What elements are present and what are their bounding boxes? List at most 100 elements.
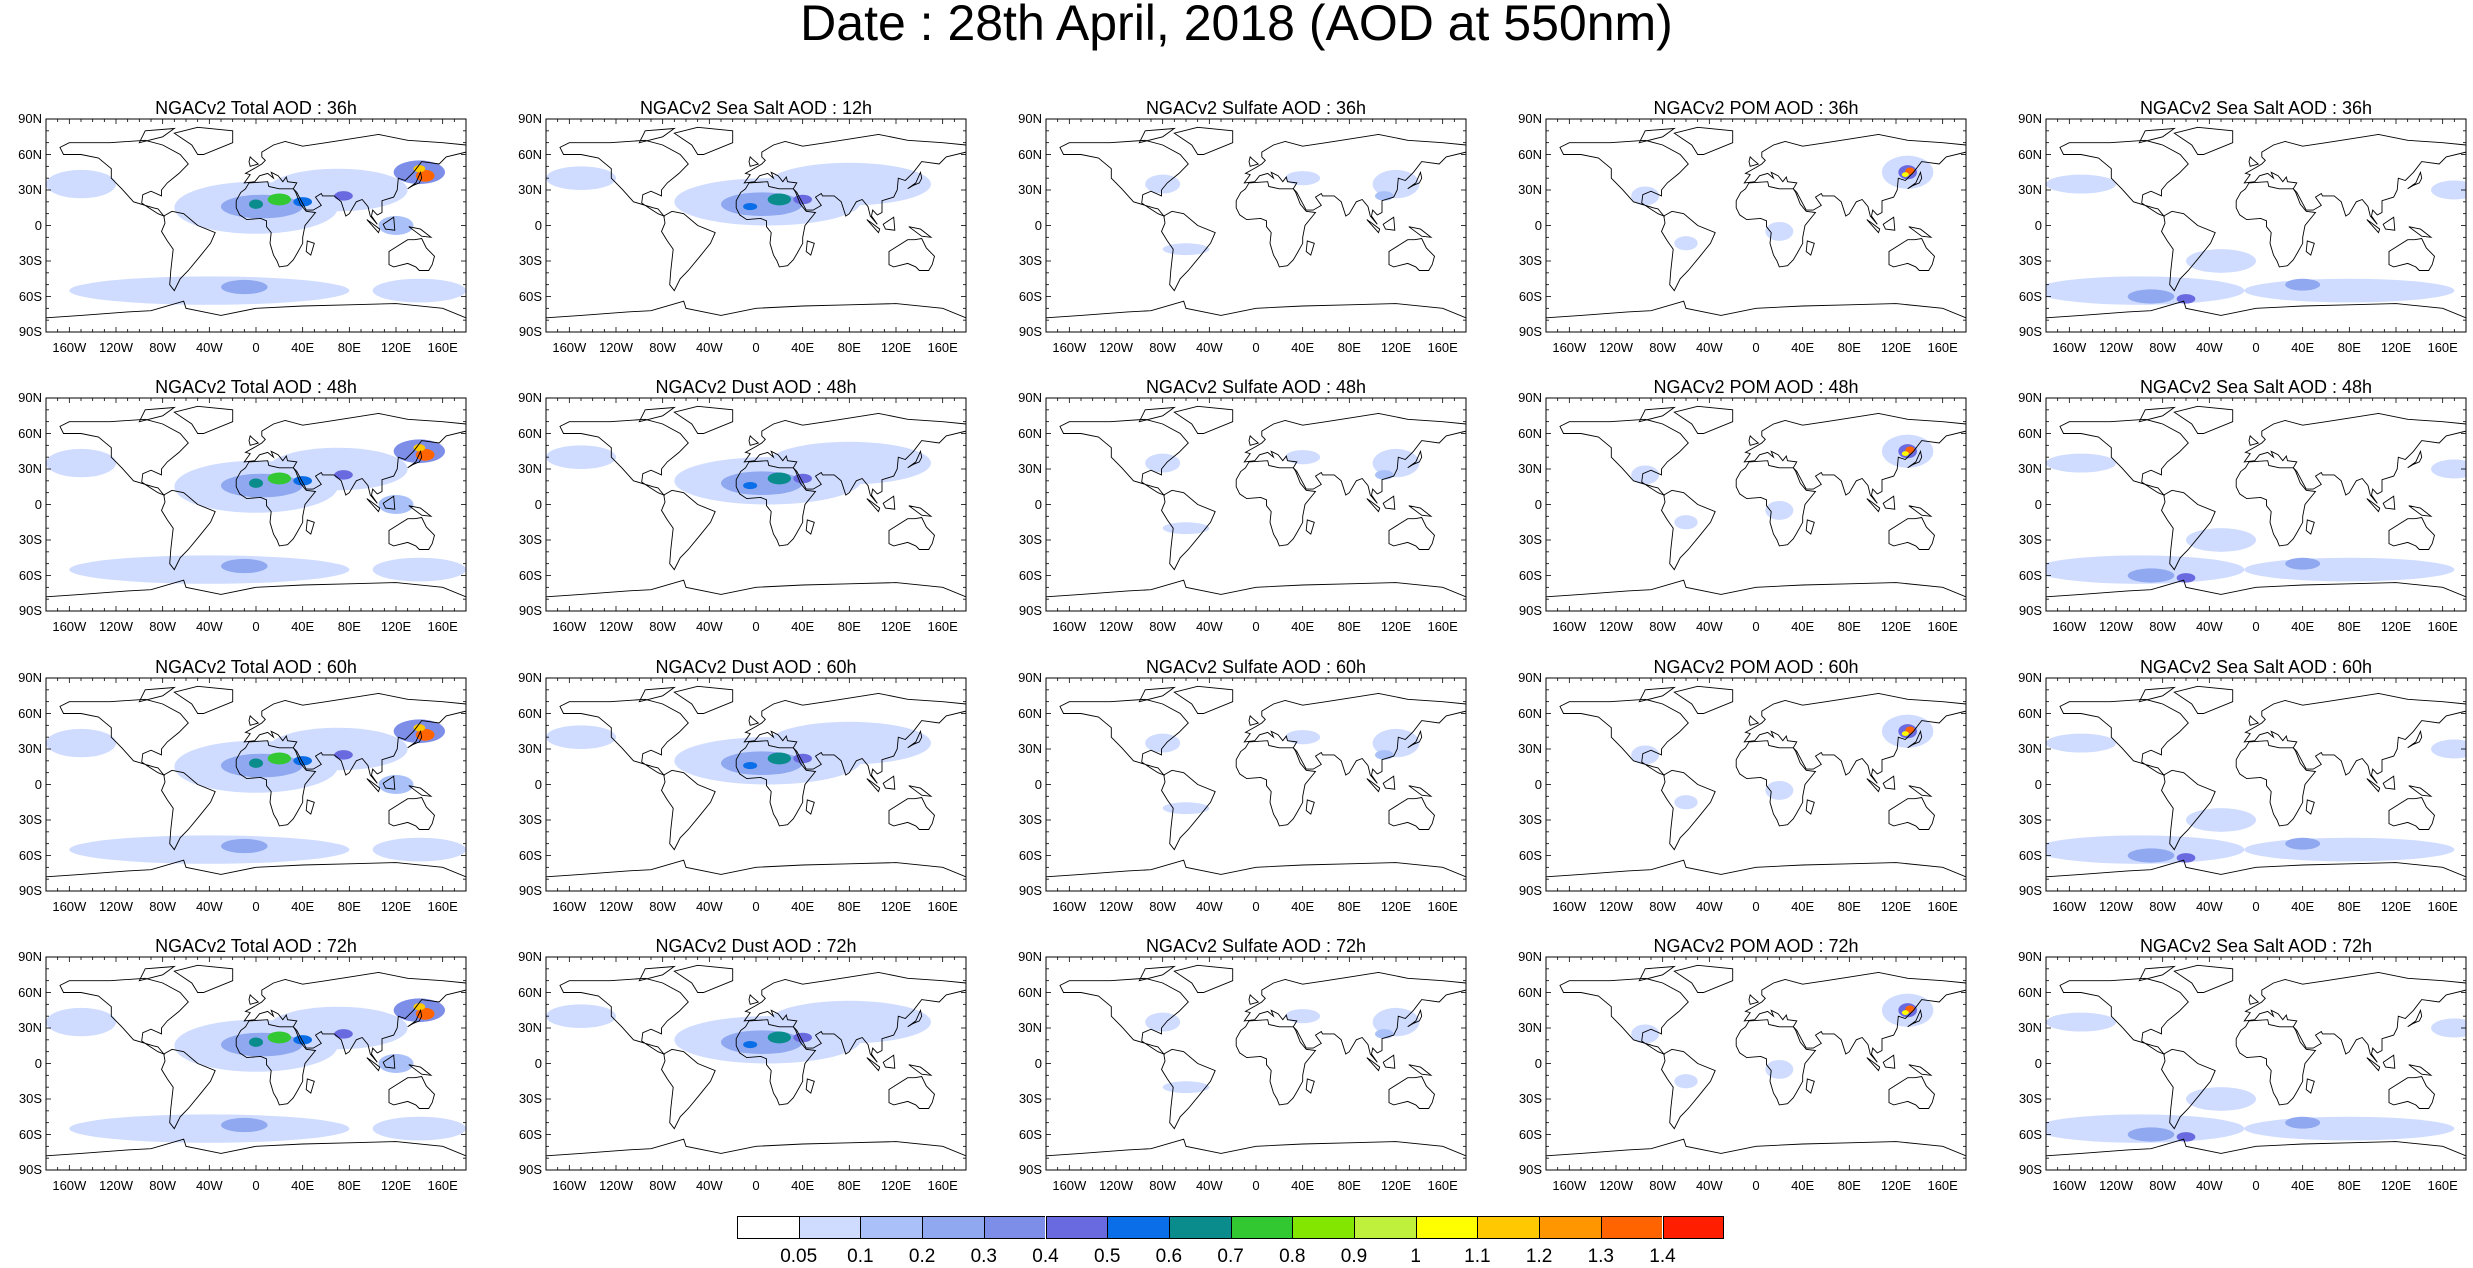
- aod-field: [1162, 1081, 1210, 1094]
- panel-title: NGACv2 POM AOD : 36h: [1653, 98, 1859, 118]
- lat-tick-label: 30N: [1518, 461, 1542, 476]
- coastline: [743, 133, 966, 225]
- coastline: [1407, 449, 1423, 469]
- lat-tick-label: 30N: [2018, 741, 2042, 756]
- coastline: [559, 418, 689, 497]
- lat-tick-label: 30S: [18, 1091, 42, 1106]
- lat-tick-label: 60N: [18, 984, 42, 1000]
- lon-tick-label: 120E: [2380, 340, 2412, 355]
- map-panel: NGACv2 Dust AOD : 60h 90N 60N 30N 0 30S 60S 90S…: [518, 657, 994, 927]
- colorbar-label: 1.1: [1464, 1246, 1491, 1267]
- coastline: [46, 300, 466, 332]
- coastline: [1660, 489, 1716, 571]
- aod-map: [2045, 397, 2467, 612]
- aod-field: [2186, 1087, 2256, 1111]
- panel-title: NGACv2 Dust AOD : 48h: [655, 377, 857, 397]
- coastline: [1907, 449, 1923, 469]
- lat-tick-label: 60N: [1018, 146, 1042, 162]
- lon-tick-label: 120W: [1099, 619, 1133, 634]
- lon-tick-label: 80E: [1837, 1178, 1861, 1193]
- coastline: [2407, 170, 2423, 190]
- coastline: [882, 495, 896, 510]
- coastline: [1660, 210, 1716, 292]
- lat-tick-label: 60S: [518, 1126, 542, 1142]
- colorbar-label: 0.8: [1279, 1246, 1306, 1267]
- aod-field: [1901, 1010, 1909, 1015]
- lon-tick-label: 40W: [1195, 899, 1223, 914]
- lon-tick-label: 80W: [649, 340, 677, 355]
- coastline: [1408, 785, 1433, 797]
- lon-tick-label: 40E: [291, 340, 315, 355]
- lon-tick-label: 120E: [1380, 899, 1412, 914]
- lon-tick-label: 160E: [1927, 1178, 1958, 1193]
- colorbar-swatch: [922, 1216, 984, 1239]
- lat-tick-label: 60S: [2018, 288, 2042, 304]
- map-panel: NGACv2 Total AOD : 60h 90N 60N 30N 0 30S 60S 90…: [18, 657, 494, 927]
- aod-field: [1145, 174, 1181, 194]
- aod-map: [45, 397, 467, 612]
- lon-tick-label: 40W: [695, 619, 723, 634]
- coastline: [408, 1064, 433, 1076]
- coastline: [388, 516, 436, 550]
- coastline: [305, 1078, 315, 1094]
- lon-tick-label: 120W: [599, 619, 633, 634]
- coastline: [1888, 237, 1936, 271]
- lat-tick-label: 90N: [518, 390, 542, 405]
- lat-tick-label: 60S: [518, 288, 542, 304]
- aod-field: [2244, 837, 2455, 862]
- lon-tick-label: 40W: [1695, 1178, 1723, 1193]
- coastline: [1805, 519, 1815, 535]
- lat-tick-label: 90S: [518, 603, 542, 618]
- coastline: [1407, 729, 1423, 749]
- lat-tick-label: 0: [1534, 776, 1542, 792]
- lat-tick-label: 60S: [1018, 288, 1042, 304]
- coastline: [1735, 181, 1817, 268]
- aod-map: [1545, 118, 1967, 333]
- lon-tick-label: 80E: [337, 1178, 361, 1193]
- lon-tick-label: 40E: [1291, 1178, 1315, 1193]
- lon-tick-label: 160E: [1927, 619, 1958, 634]
- aod-map: [545, 397, 967, 612]
- aod-map: [45, 956, 467, 1171]
- coastline: [1138, 406, 1176, 423]
- lat-tick-label: 90S: [18, 883, 42, 898]
- aod-field: [1375, 191, 1394, 201]
- colorbar-swatch: [1415, 1216, 1478, 1239]
- lon-tick-label: 0: [2252, 340, 2260, 355]
- coastline: [1882, 775, 1896, 790]
- aod-field: [334, 470, 353, 480]
- map-panel: NGACv2 Total AOD : 36h 90N 60N 30N 0 30S 60S 90…: [18, 98, 494, 368]
- coastline: [673, 685, 734, 714]
- coastline: [1908, 1064, 1933, 1076]
- coastline: [1748, 715, 1760, 726]
- aod-field: [46, 169, 116, 199]
- aod-field: [1765, 500, 1794, 520]
- coastline: [2388, 796, 2436, 830]
- aod-field: [743, 482, 758, 490]
- coastline: [1173, 126, 1234, 155]
- lat-tick-label: 90N: [518, 949, 542, 964]
- coastline: [2235, 460, 2317, 547]
- map-frame: [1545, 677, 1967, 892]
- lat-tick-label: 30S: [2018, 253, 2042, 268]
- lon-tick-label: 0: [752, 619, 760, 634]
- aod-field: [1162, 802, 1210, 815]
- lon-tick-label: 160W: [1052, 340, 1087, 355]
- aod-field: [2186, 808, 2256, 832]
- coastline: [173, 405, 234, 434]
- lat-tick-label: 60N: [1518, 146, 1542, 162]
- coastline: [748, 994, 760, 1005]
- coastline: [1382, 495, 1396, 510]
- lon-tick-label: 80W: [2149, 899, 2177, 914]
- lat-tick-label: 60N: [1018, 425, 1042, 441]
- lat-tick-label: 30N: [18, 1020, 42, 1035]
- coastline: [1366, 1057, 1381, 1072]
- coastline: [1366, 219, 1381, 234]
- lat-tick-label: 0: [534, 1055, 542, 1071]
- colorbar-label: 0.7: [1217, 1246, 1244, 1267]
- lat-tick-label: 90S: [1518, 603, 1542, 618]
- coastline: [1046, 859, 1466, 891]
- map-frame: [1545, 397, 1967, 612]
- aod-field: [249, 1037, 263, 1047]
- lon-tick-label: 120W: [1099, 899, 1133, 914]
